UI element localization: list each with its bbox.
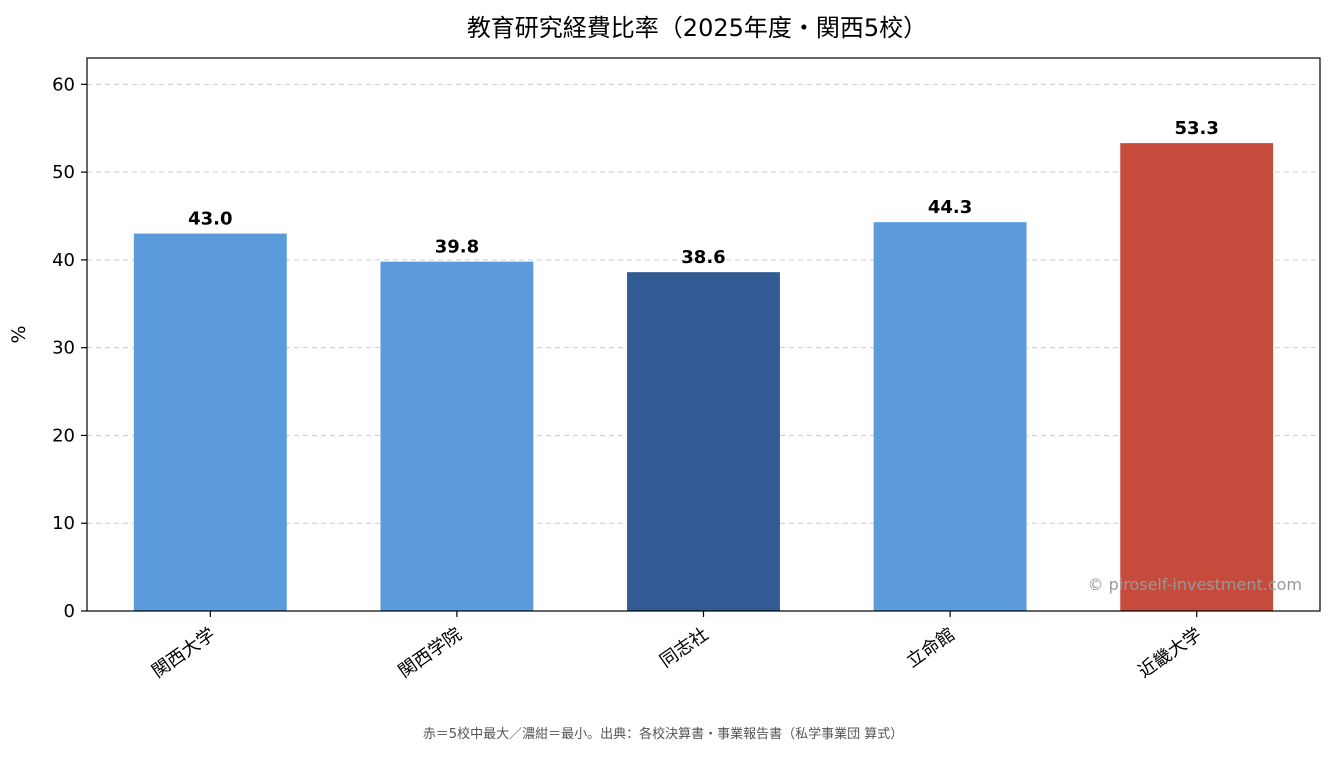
x-axis-ticks: 関西大学 関西学院 同志社 立命館 近畿大学: [148, 611, 1206, 682]
x-tick-label-3: 立命館: [903, 624, 959, 672]
data-label-2: 38.6: [681, 247, 725, 268]
y-tick-label-5: 50: [52, 162, 75, 183]
y-tick-label-4: 40: [52, 250, 75, 271]
y-tick-label-3: 30: [52, 338, 75, 359]
bar-3: [873, 222, 1027, 611]
data-label-4: 53.3: [1174, 118, 1218, 139]
bar-0: [133, 233, 287, 612]
y-tick-label-1: 10: [52, 513, 75, 534]
watermark-text: © piroself-investment.com: [1088, 575, 1302, 594]
chart-title: 教育研究経費比率（2025年度・関西5校）: [467, 14, 927, 42]
footnote-text: 赤＝5校中最大／濃紺＝最小。出典：各校決算書・事業報告書（私学事業団 算式）: [423, 726, 903, 742]
bar-1: [380, 261, 534, 611]
y-tick-label-2: 20: [52, 425, 75, 446]
bar-2: [627, 272, 780, 611]
x-tick-label-2: 同志社: [656, 624, 712, 672]
y-tick-label-0: 0: [64, 601, 75, 622]
data-label-0: 43.0: [188, 209, 232, 230]
bar-4: [1120, 143, 1274, 611]
y-tick-label-6: 60: [52, 74, 75, 95]
data-label-1: 39.8: [435, 237, 479, 258]
x-tick-label-4: 近畿大学: [1135, 624, 1206, 682]
bars: [133, 143, 1274, 612]
x-tick-label-1: 関西学院: [395, 624, 466, 682]
y-axis-ticks: 0 10 20 30 40 50 60: [52, 74, 87, 622]
x-tick-label-0: 関西大学: [148, 624, 219, 682]
data-label-3: 44.3: [928, 197, 972, 218]
y-axis-label: %: [8, 325, 30, 343]
data-labels: 43.0 39.8 38.6 44.3 53.3: [188, 118, 1219, 268]
